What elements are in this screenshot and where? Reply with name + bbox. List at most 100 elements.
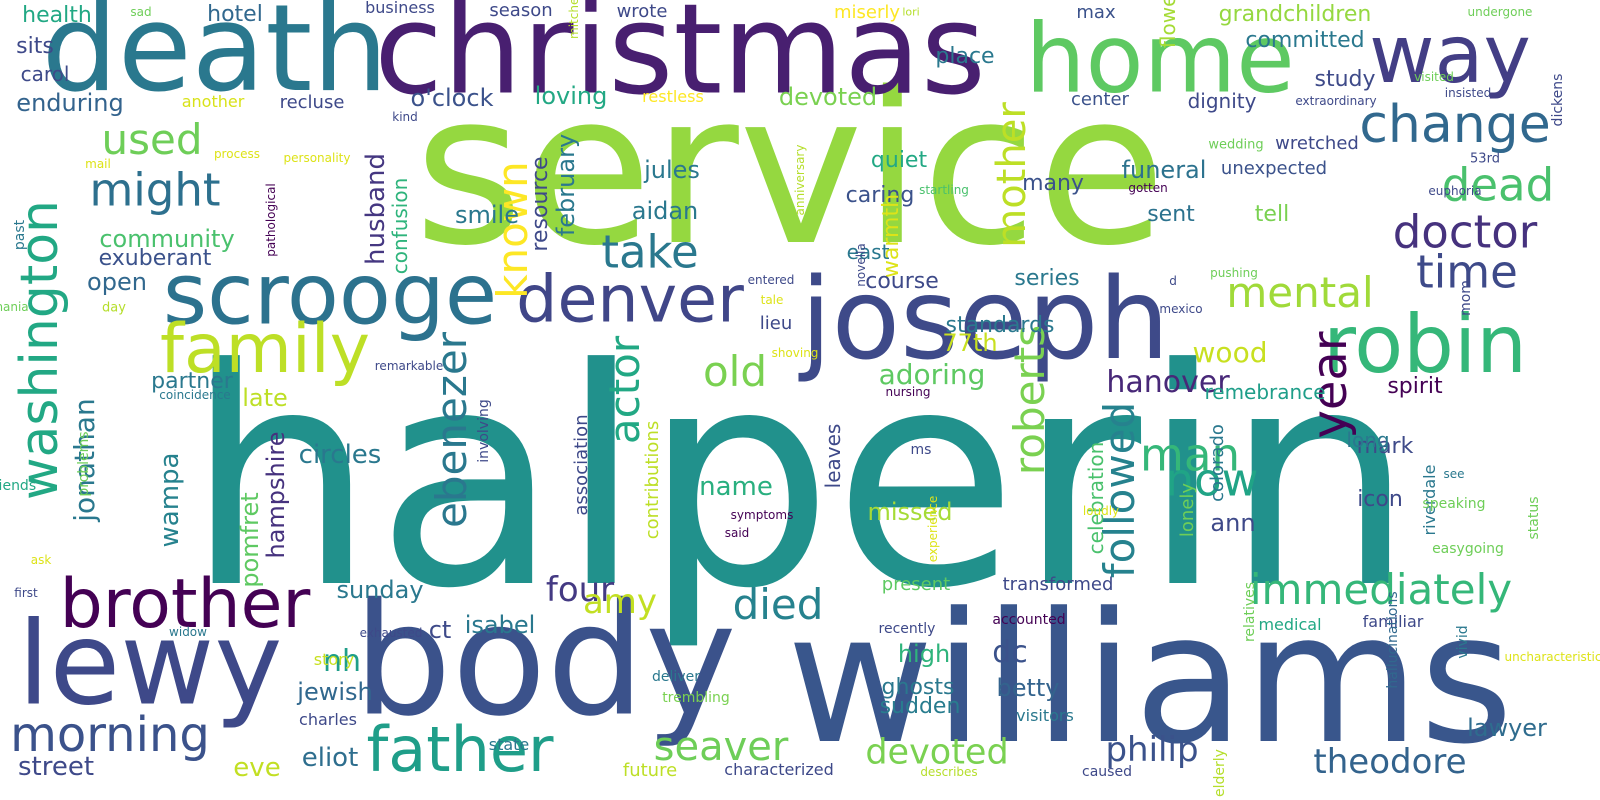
cloud-word: easygoing [1432, 541, 1504, 557]
cloud-word: street [17, 752, 95, 782]
cloud-word: sunday [336, 576, 424, 604]
cloud-word: body [353, 569, 737, 751]
cloud-word: friends [0, 478, 37, 494]
cloud-word: state [488, 735, 530, 754]
cloud-word: charles [299, 710, 357, 729]
cloud-word: lawyer [1467, 714, 1547, 742]
cloud-word: robin [1323, 298, 1527, 391]
cloud-word: kind [392, 110, 418, 124]
cloud-word: roberts [1005, 324, 1054, 476]
cloud-word: present [881, 574, 951, 595]
cloud-word: isabel [464, 611, 536, 639]
cloud-word: aidan [631, 197, 699, 225]
cloud-word: sent [1147, 202, 1195, 227]
cloud-word: recently [878, 621, 936, 637]
cloud-word: father [366, 713, 554, 786]
cloud-word: standards [945, 313, 1055, 338]
cloud-word: story [313, 650, 355, 669]
cloud-word: mom [1458, 280, 1474, 316]
cloud-word: mania [0, 300, 29, 314]
cloud-word: sudden [879, 694, 961, 719]
cloud-word: widow [169, 625, 207, 639]
cloud-word: ghosts [881, 675, 955, 700]
cloud-word: used [101, 115, 203, 164]
cloud-word: resource [528, 156, 553, 252]
cloud-word: first [14, 586, 38, 600]
cloud-word: process [213, 147, 261, 161]
cloud-word: committed [1245, 28, 1365, 53]
cloud-word: ann [1210, 509, 1256, 537]
cloud-word: celebration [1084, 441, 1108, 555]
cloud-word: startling [919, 183, 969, 197]
cloud-word: caring [845, 183, 915, 208]
cloud-word: involving [476, 399, 492, 463]
cloud-word: amy [582, 582, 658, 622]
cloud-word: funeral [1121, 156, 1207, 184]
cloud-word: said [724, 526, 750, 540]
cloud-word: d [1169, 274, 1177, 288]
cloud-word: another [181, 92, 245, 111]
cloud-word: service [413, 47, 1167, 292]
cloud-word: mail [85, 157, 111, 171]
cloud-word: gotten [1128, 181, 1168, 195]
cloud-word: take [601, 225, 699, 279]
cloud-word: place [935, 44, 995, 69]
cloud-word: east [846, 240, 890, 264]
cloud-word: pushing [1210, 266, 1258, 280]
cloud-word: sad [130, 5, 152, 19]
cloud-word: four [545, 570, 615, 610]
cloud-word: relatives [1242, 581, 1258, 643]
cloud-word: enduring [16, 89, 124, 117]
cloud-word: scrooge [162, 245, 498, 345]
cloud-word: speaking [1422, 496, 1486, 512]
cloud-word: warmth [879, 193, 904, 279]
cloud-word: pathological [264, 183, 278, 257]
cloud-word: family [160, 310, 370, 389]
cloud-word: long [1346, 428, 1390, 452]
cloud-word: carol [20, 62, 70, 86]
cloud-word: day [102, 300, 126, 316]
cloud-word: devoted [865, 732, 1009, 773]
cloud-word: mitchell [567, 0, 581, 39]
cloud-word: open [87, 268, 147, 296]
cloud-word: adoring [878, 358, 986, 391]
cloud-word: leaves [821, 423, 845, 489]
cloud-word: sits [16, 34, 54, 59]
cloud-word: mark [1356, 434, 1414, 459]
cloud-word: trembling [662, 690, 730, 706]
cloud-word: wood [1192, 336, 1268, 369]
cloud-word: ct [428, 616, 452, 644]
cloud-word: husband [361, 153, 391, 265]
cloud-word: loving [534, 82, 608, 110]
cloud-word: caused [1082, 764, 1132, 780]
cloud-word: dc [992, 635, 1028, 670]
cloud-word: way [1369, 8, 1531, 101]
cloud-word: christmas [374, 0, 986, 123]
cloud-word: might [89, 163, 221, 217]
cloud-word: accounted [992, 612, 1066, 628]
cloud-word: ms [910, 442, 932, 458]
cloud-word: center [1071, 89, 1129, 110]
cloud-word: wedding [1208, 137, 1264, 153]
cloud-word: characterized [724, 760, 834, 779]
cloud-word: home [1025, 4, 1295, 115]
cloud-word: association [571, 414, 592, 516]
cloud-word: mental [1226, 268, 1374, 317]
cloud-word: extraordinary [1295, 94, 1377, 108]
cloud-word: exuberant [98, 246, 212, 271]
cloud-word: past [12, 219, 28, 251]
cloud-word: theodore [1313, 742, 1467, 782]
cloud-word: familiar [1362, 612, 1424, 631]
cloud-word: lonely [1177, 482, 1198, 538]
cloud-word: died [732, 580, 824, 629]
cloud-word: circles [298, 440, 382, 470]
cloud-word: series [1014, 266, 1080, 291]
cloud-word: nh [322, 644, 362, 679]
cloud-word: dickens [1550, 73, 1566, 127]
cloud-word: pomfret [236, 492, 264, 588]
cloud-word: visited [1414, 70, 1454, 84]
cloud-word: february [552, 133, 580, 237]
cloud-word: coincidence [159, 388, 231, 402]
cloud-word: immediately [1249, 565, 1513, 614]
cloud-word: eliot [301, 743, 359, 773]
